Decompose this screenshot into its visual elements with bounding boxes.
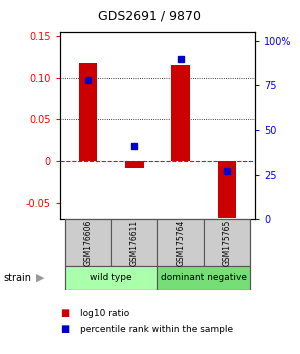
Text: GSM176611: GSM176611 [130,219,139,266]
Bar [64,266,158,290]
Bar [158,219,204,266]
Text: GSM176606: GSM176606 [83,219,92,266]
Text: GDS2691 / 9870: GDS2691 / 9870 [98,10,202,22]
Bar [218,161,236,218]
Bar [171,65,190,161]
Text: log10 ratio: log10 ratio [80,309,129,318]
Bar [111,219,158,266]
Text: wild type: wild type [90,273,132,282]
Bar [204,219,250,266]
Bar [79,63,97,161]
Text: ▶: ▶ [36,273,44,283]
Text: percentile rank within the sample: percentile rank within the sample [80,325,232,334]
Text: dominant negative: dominant negative [161,273,247,282]
Bar [64,219,111,266]
Text: GSM175765: GSM175765 [223,219,232,266]
Bar [158,266,250,290]
Text: strain: strain [3,273,31,283]
Bar [125,161,144,168]
Text: GSM175764: GSM175764 [176,219,185,266]
Text: ■: ■ [60,308,69,318]
Text: ■: ■ [60,324,69,334]
